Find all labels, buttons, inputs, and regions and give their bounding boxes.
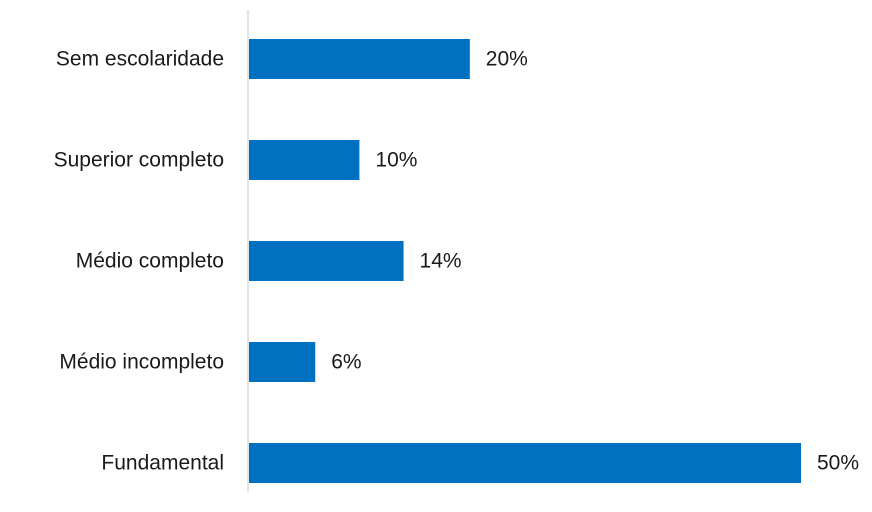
category-labels-group: Sem escolaridade Superior completo Médio c… bbox=[54, 48, 224, 475]
value-label: 50% bbox=[817, 452, 859, 475]
value-label: 20% bbox=[486, 48, 528, 71]
bar bbox=[249, 342, 316, 382]
category-label: Médio incompleto bbox=[59, 351, 224, 374]
category-label: Superior completo bbox=[54, 149, 224, 172]
bar bbox=[249, 241, 404, 281]
bar bbox=[249, 140, 360, 180]
category-label: Fundamental bbox=[101, 452, 224, 475]
value-label: 14% bbox=[420, 250, 462, 273]
bars-group bbox=[249, 39, 801, 483]
value-labels-group: 20% 10% 14% 6% 50% bbox=[331, 48, 859, 475]
category-label: Sem escolaridade bbox=[56, 48, 224, 71]
value-label: 6% bbox=[331, 351, 361, 374]
value-label: 10% bbox=[375, 149, 417, 172]
category-label: Médio completo bbox=[76, 250, 224, 273]
bar bbox=[249, 443, 801, 483]
bar bbox=[249, 39, 470, 79]
